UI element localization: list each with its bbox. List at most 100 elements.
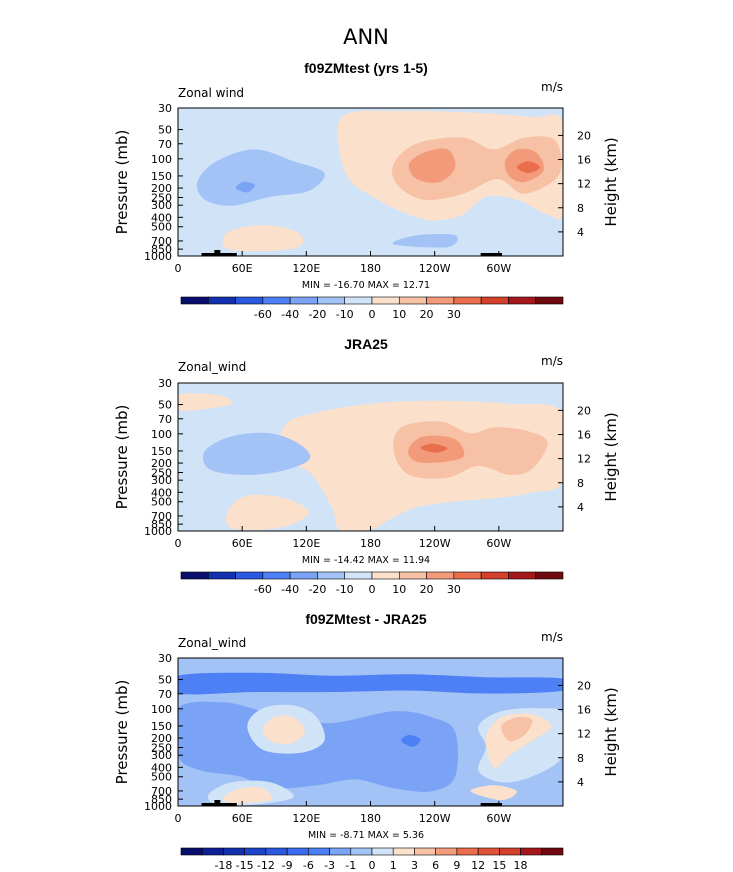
topography-tibet (214, 250, 221, 254)
y-axis-right-label: Height (km) (602, 687, 620, 776)
colorbar-label: 0 (369, 859, 376, 872)
y-tick-label: 100 (151, 428, 172, 441)
colorbar-swatch (235, 296, 264, 305)
colorbar-swatch (456, 847, 479, 856)
y-tick-label: 400 (151, 211, 172, 224)
height-tick-label: 16 (577, 429, 591, 442)
y-tick-label: 200 (151, 457, 172, 470)
panel-2: JRA25 Zonal_wind m/s 0 60E 120E 180 120W 60W 30 50… (113, 336, 620, 596)
colorbar-swatch (480, 571, 509, 580)
colorbar-swatch (262, 571, 291, 580)
height-tick-label: 20 (577, 679, 591, 692)
colorbar-swatch (207, 571, 236, 580)
contour-positive-6 (225, 494, 309, 531)
height-tick-label: 12 (577, 453, 591, 466)
y-tick-label: 250 (151, 466, 172, 479)
colorbar-label: 12 (471, 859, 485, 872)
x-tick-label: 60E (232, 812, 253, 825)
y-tick-label: 100 (151, 153, 172, 166)
colorbar-swatch (508, 571, 537, 580)
topography-tibet (214, 800, 221, 804)
colorbar-label: 15 (492, 859, 506, 872)
colorbar-label: -15 (236, 859, 254, 872)
contour-negative-3 (392, 233, 458, 248)
y-tick-label: 70 (158, 688, 172, 701)
y-tick-label: 150 (151, 445, 172, 458)
y-axis-right-label: Height (km) (602, 137, 620, 226)
y-tick-label: 500 (151, 496, 172, 509)
y-tick-label: 400 (151, 761, 172, 774)
colorbar-swatch (289, 296, 318, 305)
y-tick-label: 50 (158, 674, 172, 687)
panel-1: f09ZMtest (yrs 1-5) Zonal wind m/s 0 60E 120E… (113, 60, 620, 321)
colorbar: -60 -40 -20 -10 0 10 20 30 (180, 571, 564, 596)
x-tick-label: 120W (419, 537, 451, 550)
colorbar-swatch (308, 847, 330, 856)
colorbar-label: 30 (447, 308, 461, 321)
colorbar-swatch (180, 847, 203, 856)
x-tick-label: 120W (419, 262, 451, 275)
y-tick-label: 700 (151, 235, 172, 248)
x-tick-label: 120E (292, 262, 320, 275)
colorbar-swatch (535, 296, 564, 305)
panel-title: JRA25 (344, 336, 388, 352)
colorbar-label: 18 (514, 859, 528, 872)
contour-field (178, 658, 563, 806)
colorbar-swatch (317, 296, 346, 305)
y-tick-label: 500 (151, 771, 172, 784)
colorbar-swatch (371, 571, 400, 580)
contour-positive-2 (178, 393, 233, 411)
colorbar-swatch (289, 571, 318, 580)
contour-positive-3 (393, 421, 548, 479)
y-axis-label: Pressure (mb) (113, 130, 131, 235)
contour-negative-2 (178, 672, 563, 695)
colorbar-label: -20 (308, 308, 326, 321)
variable-label: Zonal_wind (178, 636, 246, 650)
y-tick-label: 1000 (144, 250, 172, 263)
height-tick-label: 4 (577, 776, 584, 789)
height-tick-label: 16 (577, 154, 591, 167)
contour-field (178, 108, 563, 256)
y-tick-label: 200 (151, 732, 172, 745)
y-tick-label: 400 (151, 486, 172, 499)
colorbar-swatch (329, 847, 352, 856)
x-tick-label: 60W (486, 262, 511, 275)
colorbar-swatch (426, 296, 455, 305)
colorbar-label: -9 (282, 859, 293, 872)
height-tick-label: 20 (577, 129, 591, 142)
colorbar-label: -1 (345, 859, 356, 872)
y-tick-label: 100 (151, 703, 172, 716)
colorbar-swatch (371, 847, 394, 856)
x-tick-label: 0 (175, 262, 182, 275)
colorbar: -18 -15 -12 -9 -6 -3 -1 0 1 3 6 9 12 15 18 (180, 847, 564, 872)
height-tick-label: 8 (577, 202, 584, 215)
y-tick-label: 250 (151, 741, 172, 754)
colorbar-swatch (435, 847, 458, 856)
contour-positive-3 (408, 148, 456, 183)
colorbar: -60 -40 -20 -10 0 10 20 30 (180, 296, 564, 321)
topography-andes (480, 253, 503, 256)
colorbar-swatch (398, 571, 427, 580)
min-max-label: MIN = -14.42 MAX = 11.94 (302, 555, 430, 566)
y-tick-label: 50 (158, 399, 172, 412)
x-tick-label: 180 (360, 812, 381, 825)
colorbar-swatch (207, 296, 236, 305)
y-axis-label: Pressure (mb) (113, 405, 131, 510)
colorbar-label: 9 (453, 859, 460, 872)
x-tick-label: 0 (175, 537, 182, 550)
y-tick-label: 300 (151, 749, 172, 762)
y-tick-label: 50 (158, 124, 172, 137)
colorbar-label: 30 (447, 583, 461, 596)
contour-positive-4 (223, 786, 273, 804)
y-tick-label: 250 (151, 191, 172, 204)
colorbar-label: -6 (303, 859, 314, 872)
colorbar-label: 0 (369, 308, 376, 321)
x-tick-label: 60W (486, 537, 511, 550)
y-tick-label: 300 (151, 474, 172, 487)
y-tick-label: 850 (151, 793, 172, 806)
contour-negative-1 (202, 432, 311, 475)
x-tick-label: 60E (232, 537, 253, 550)
colorbar-swatch (344, 296, 373, 305)
